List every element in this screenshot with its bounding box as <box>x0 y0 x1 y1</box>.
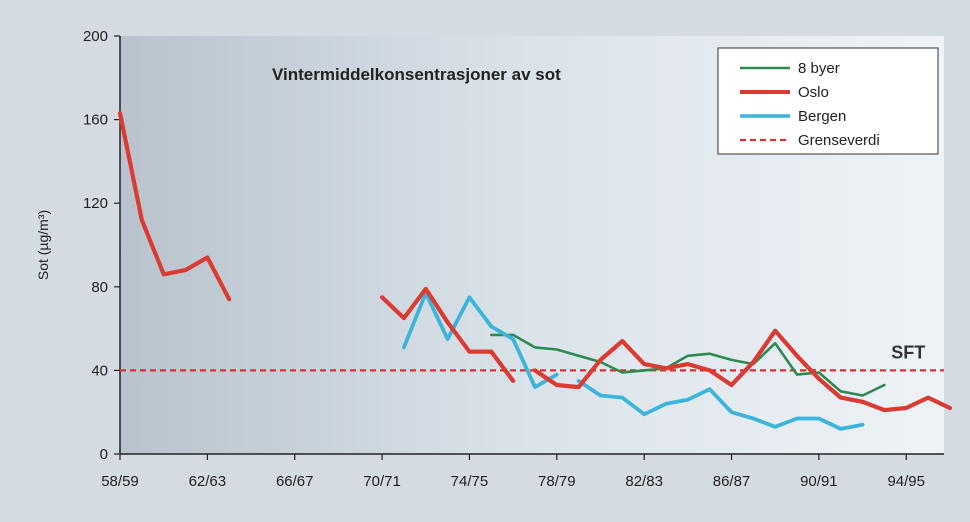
legend-label: Bergen <box>798 108 846 125</box>
y-tick-label: 0 <box>100 446 108 463</box>
y-tick-label: 160 <box>83 112 108 129</box>
legend: 8 byer Oslo Bergen Grenseverdi <box>717 47 939 155</box>
axes: 0 40 80 120 160 200 58/59 62/63 66/67 70/71 74/75 7… <box>83 28 944 490</box>
series-line-bergen <box>402 291 865 431</box>
legend-label: 8 byer <box>798 60 840 77</box>
series-line-oslo <box>117 111 952 413</box>
series-line-8-byer <box>490 333 886 397</box>
x-tick-label: 58/59 <box>101 473 139 490</box>
annotation-label: SFT <box>891 342 925 362</box>
y-tick-label: 80 <box>91 279 108 296</box>
legend-label: Oslo <box>798 84 829 101</box>
x-tick-label: 66/67 <box>276 473 314 490</box>
x-tick-label: 74/75 <box>451 473 489 490</box>
x-tick-label: 78/79 <box>538 473 576 490</box>
legend-label: Grenseverdi <box>798 132 880 149</box>
annotation-layer: SFT <box>891 342 925 362</box>
y-tick-label: 40 <box>91 362 108 379</box>
x-tick-label: 94/95 <box>887 473 925 490</box>
chart-title: Vintermiddelkonsentrasjoner av sot <box>272 65 561 84</box>
y-tick-label: 120 <box>83 195 108 212</box>
legend-box <box>717 47 939 155</box>
x-tick-label: 82/83 <box>625 473 663 490</box>
y-tick-label: 200 <box>83 28 108 45</box>
y-axis-label: Sot (µg/m³) <box>35 210 51 280</box>
x-tick-label: 70/71 <box>363 473 401 490</box>
x-tick-label: 90/91 <box>800 473 838 490</box>
x-tick-label: 86/87 <box>713 473 751 490</box>
x-tick-label: 62/63 <box>189 473 227 490</box>
series-layer <box>117 111 952 431</box>
